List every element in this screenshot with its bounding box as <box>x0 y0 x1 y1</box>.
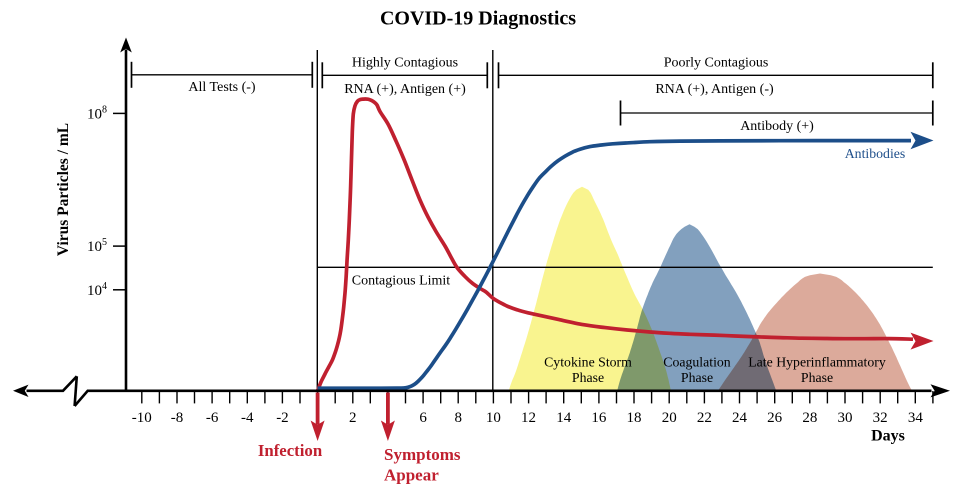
svg-text:8: 8 <box>454 410 462 426</box>
svg-text:-8: -8 <box>171 410 184 426</box>
svg-text:5: 5 <box>102 237 107 248</box>
svg-text:10: 10 <box>87 106 102 122</box>
svg-text:-4: -4 <box>241 410 254 426</box>
svg-text:-2: -2 <box>276 410 289 426</box>
svg-text:Poorly Contagious: Poorly Contagious <box>664 56 769 71</box>
svg-text:4: 4 <box>102 281 107 292</box>
svg-text:Appear: Appear <box>384 466 439 485</box>
svg-text:Cytokine Storm: Cytokine Storm <box>544 355 632 370</box>
svg-text:10: 10 <box>87 239 102 255</box>
svg-text:14: 14 <box>556 410 572 426</box>
svg-text:20: 20 <box>662 410 677 426</box>
svg-text:10: 10 <box>486 410 501 426</box>
svg-text:26: 26 <box>767 410 783 426</box>
svg-text:Virus Particles / mL: Virus Particles / mL <box>55 123 72 256</box>
svg-text:34: 34 <box>908 410 924 426</box>
svg-text:2: 2 <box>349 410 357 426</box>
svg-text:10: 10 <box>87 283 102 299</box>
svg-text:30: 30 <box>838 410 853 426</box>
svg-text:Late Hyperinflammatory: Late Hyperinflammatory <box>748 355 886 370</box>
svg-text:22: 22 <box>697 410 712 426</box>
svg-text:Days: Days <box>871 428 905 445</box>
svg-text:RNA (+), Antigen (+): RNA (+), Antigen (+) <box>344 82 466 97</box>
svg-text:Coagulation: Coagulation <box>663 355 731 370</box>
svg-text:18: 18 <box>627 410 642 426</box>
svg-text:16: 16 <box>591 410 607 426</box>
svg-text:12: 12 <box>521 410 536 426</box>
svg-text:Highly Contagious: Highly Contagious <box>352 56 458 71</box>
svg-text:-6: -6 <box>206 410 219 426</box>
svg-text:Antibodies: Antibodies <box>845 146 906 161</box>
svg-text:Phase: Phase <box>801 370 833 385</box>
svg-text:6: 6 <box>419 410 427 426</box>
svg-text:Phase: Phase <box>681 370 713 385</box>
svg-text:Antibody (+): Antibody (+) <box>740 119 814 134</box>
svg-text:8: 8 <box>102 104 107 115</box>
svg-text:-10: -10 <box>132 410 152 426</box>
svg-text:24: 24 <box>732 410 748 426</box>
svg-text:Phase: Phase <box>572 370 604 385</box>
svg-text:COVID-19 Diagnostics: COVID-19 Diagnostics <box>380 8 576 30</box>
svg-text:RNA (+), Antigen (-): RNA (+), Antigen (-) <box>655 82 774 97</box>
svg-text:Contagious Limit: Contagious Limit <box>352 274 451 289</box>
svg-text:Symptoms: Symptoms <box>384 445 461 464</box>
svg-text:All Tests (-): All Tests (-) <box>188 80 256 95</box>
svg-text:32: 32 <box>873 410 888 426</box>
svg-text:28: 28 <box>802 410 817 426</box>
svg-text:Infection: Infection <box>258 441 323 460</box>
